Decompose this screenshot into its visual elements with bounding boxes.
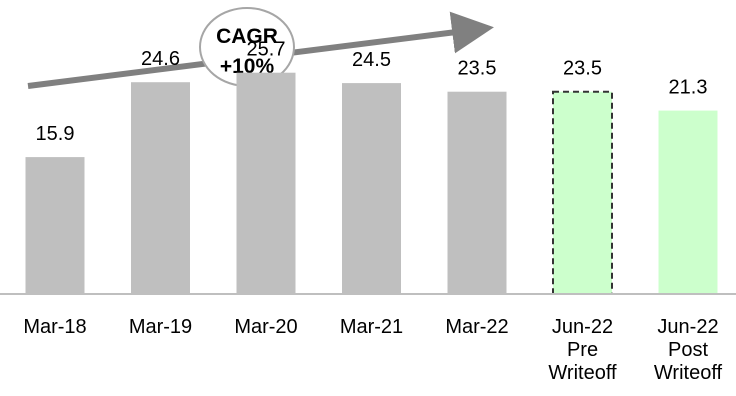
category-label-5: Jun-22 Pre Writeoff	[548, 316, 617, 384]
category-label-1: Mar-19	[129, 316, 192, 338]
cagr-label: CAGR	[216, 25, 278, 48]
bar-0	[25, 157, 85, 294]
value-labels-layer: 15.9 24.6 25.7 24.5 23.5 23.5 21.3	[36, 39, 708, 145]
category-labels-layer: Mar-18 Mar-19 Mar-20 Mar-21 Mar-22 Jun-22 Pre W…	[23, 316, 722, 384]
bars-layer	[25, 72, 718, 295]
cagr-value: +10%	[220, 55, 275, 78]
category-label-2: Mar-20	[234, 316, 297, 338]
value-label-1: 24.6	[141, 48, 180, 70]
bar-5	[552, 90, 613, 295]
bar-1	[131, 82, 190, 294]
bar-4	[447, 91, 507, 294]
value-label-0: 15.9	[36, 123, 75, 145]
category-label-6: Jun-22 Post Writeoff	[654, 316, 723, 384]
category-label-3: Mar-21	[340, 316, 403, 338]
bar-6	[658, 110, 718, 294]
value-label-6: 21.3	[669, 77, 708, 99]
category-label-0: Mar-18	[23, 316, 86, 338]
bar-3	[342, 83, 401, 294]
category-label-4: Mar-22	[445, 316, 508, 338]
value-label-5: 23.5	[563, 58, 602, 80]
bar-2	[236, 72, 296, 294]
value-label-3: 24.5	[352, 49, 391, 71]
cagr-bubble: CAGR +10%	[199, 7, 295, 87]
value-label-4: 23.5	[458, 58, 497, 80]
value-label-2: 25.7	[247, 39, 286, 61]
